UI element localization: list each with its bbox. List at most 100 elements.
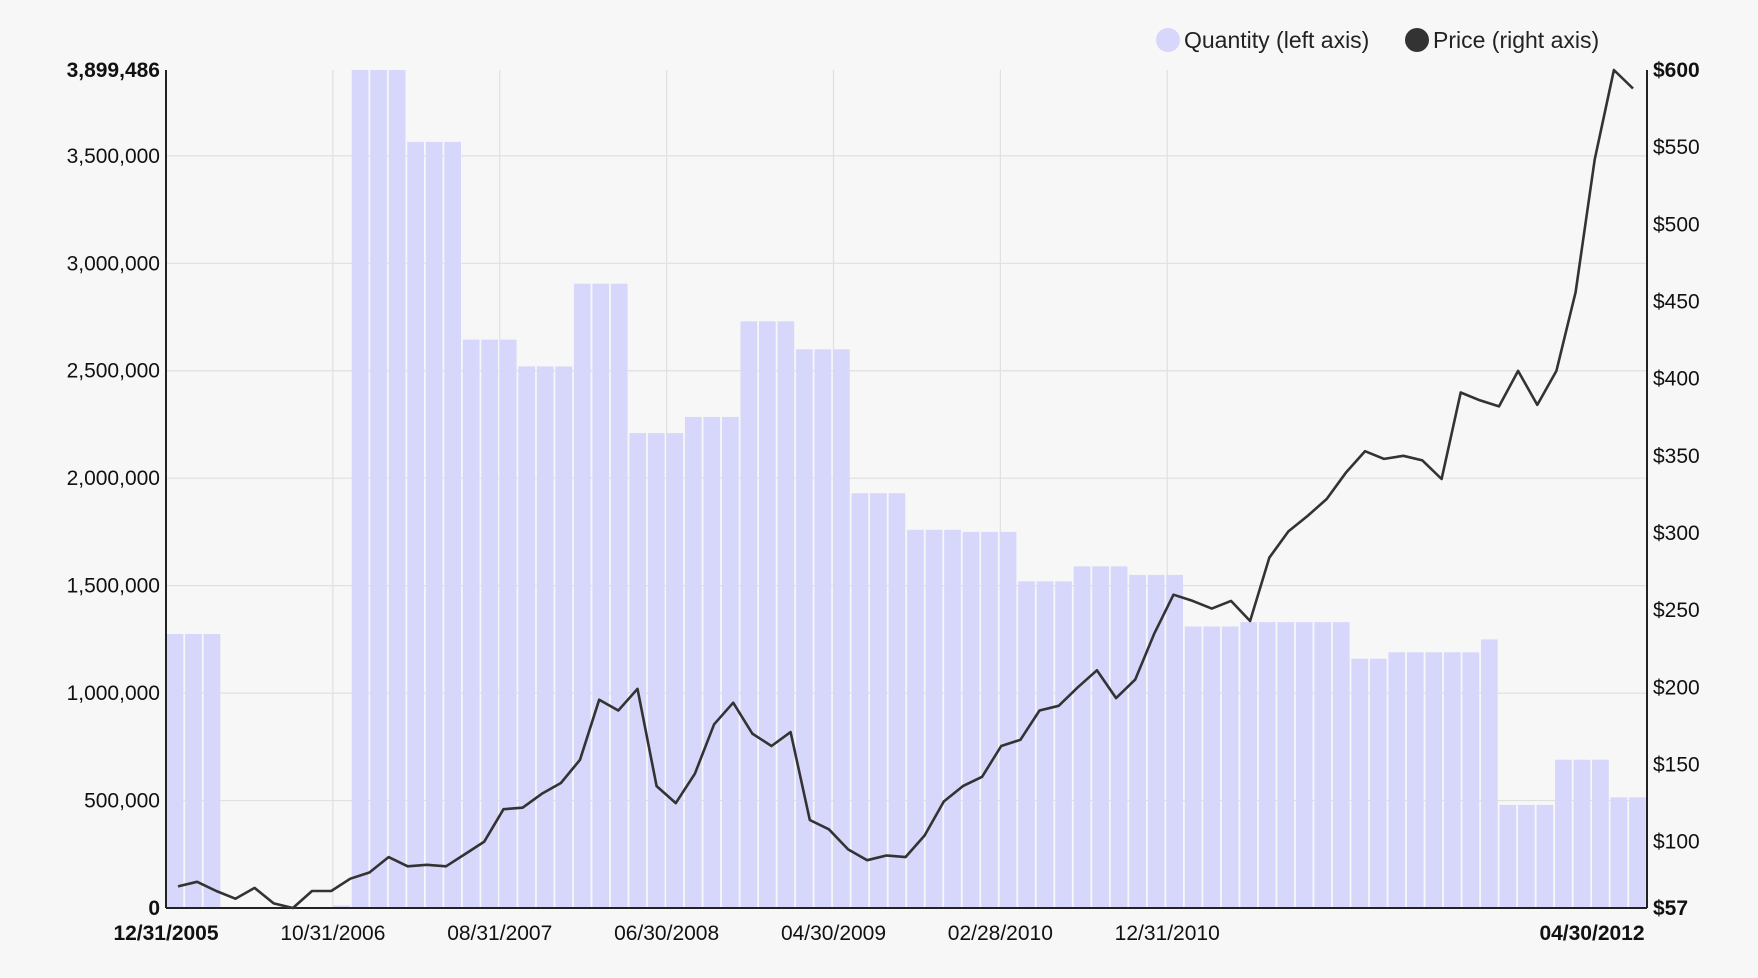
- quantity-bar: [925, 529, 943, 908]
- quantity-bar: [351, 70, 369, 908]
- quantity-bar: [1240, 622, 1258, 908]
- quantity-bar: [1573, 759, 1591, 908]
- x-tick-label: 04/30/2009: [781, 922, 886, 945]
- quantity-bar: [1018, 581, 1035, 908]
- quantity-bar: [833, 349, 850, 908]
- left-tick-label: 1,500,000: [67, 575, 160, 598]
- right-tick-label: $57: [1653, 897, 1688, 920]
- quantity-bar: [1369, 658, 1387, 908]
- x-tick-label: 04/30/2012: [1539, 922, 1644, 945]
- quantity-bar: [666, 433, 684, 908]
- left-tick-label: 500,000: [84, 790, 160, 813]
- axes: [165, 70, 1648, 909]
- quantity-bar: [647, 433, 665, 908]
- left-tick-label: 1,000,000: [67, 682, 160, 705]
- right-tick-label: $100: [1653, 831, 1700, 854]
- right-tick-label: $150: [1653, 753, 1700, 776]
- quantity-bar: [499, 339, 517, 908]
- quantity-bar: [907, 529, 924, 908]
- x-tick-label: 02/28/2010: [948, 922, 1053, 945]
- quantity-bar: [1036, 581, 1054, 908]
- quantity-bar: [407, 141, 424, 908]
- quantity-bar: [536, 366, 554, 909]
- quantity-bar: [388, 70, 406, 908]
- quantity-bar: [888, 493, 906, 908]
- right-tick-label: $250: [1653, 599, 1700, 622]
- quantity-bar: [684, 416, 702, 908]
- right-tick-label: $350: [1653, 445, 1700, 468]
- legend: Quantity (left axis) Price (right axis): [1156, 27, 1599, 53]
- quantity-bar: [1518, 804, 1535, 908]
- quantity-bar: [1332, 622, 1350, 908]
- quantity-bar: [944, 529, 961, 908]
- quantity-bar: [203, 634, 221, 908]
- quantity-bar: [592, 283, 610, 908]
- quantity-bar: [759, 321, 776, 908]
- quantity-bar: [1629, 797, 1646, 908]
- quantity-bar: [1555, 759, 1572, 908]
- quantity-bar: [462, 339, 480, 908]
- quantity-bar: [444, 141, 461, 908]
- left-tick-label: 3,500,000: [67, 145, 160, 168]
- quantity-bar: [870, 493, 887, 908]
- x-axis-ticks: 12/31/2005 10/31/2006 08/31/2007 06/30/2008…: [113, 922, 1644, 945]
- quantity-bar: [796, 349, 813, 908]
- quantity-bar: [1443, 652, 1461, 908]
- quantity-bar: [1277, 622, 1295, 908]
- quantity-bar: [740, 321, 758, 908]
- x-tick-label: 12/31/2010: [1115, 922, 1220, 945]
- quantity-bar: [555, 366, 573, 909]
- x-tick-label: 10/31/2006: [280, 922, 385, 945]
- quantity-bar: [1221, 626, 1239, 908]
- right-tick-label: $200: [1653, 676, 1700, 699]
- x-tick-label: 08/31/2007: [447, 922, 552, 945]
- quantity-bar: [1425, 652, 1443, 908]
- quantity-bar: [721, 416, 739, 908]
- left-tick-label: 3,000,000: [67, 252, 160, 275]
- quantity-bar: [814, 349, 832, 908]
- quantity-bar: [370, 70, 387, 908]
- quantity-bar: [981, 531, 998, 908]
- quantity-bar: [610, 283, 628, 908]
- quantity-bar: [1258, 622, 1276, 908]
- quantity-bar: [518, 366, 536, 909]
- quantity-bar: [1092, 566, 1109, 908]
- quantity-bar: [1536, 804, 1554, 908]
- quantity-bar: [1129, 574, 1146, 908]
- x-tick-label: 12/31/2005: [113, 922, 218, 945]
- legend-quantity-swatch: [1156, 28, 1180, 52]
- quantity-bar: [1203, 626, 1221, 908]
- legend-quantity-label: Quantity (left axis): [1184, 27, 1369, 53]
- legend-price-swatch: [1405, 28, 1429, 52]
- quantity-bar: [1110, 566, 1128, 908]
- left-axis-ticks: 0 500,000 1,000,000 1,500,000 2,000,000 2,500…: [67, 59, 160, 920]
- quantity-bar: [481, 339, 499, 908]
- quantity-bar: [1610, 797, 1628, 908]
- quantity-bar: [1406, 652, 1424, 908]
- left-tick-label: 3,899,486: [67, 59, 160, 82]
- quantity-bar: [185, 634, 202, 908]
- quantity-bar: [166, 634, 184, 908]
- left-tick-label: 0: [148, 897, 160, 920]
- right-tick-label: $500: [1653, 213, 1700, 236]
- left-tick-label: 2,500,000: [67, 360, 160, 383]
- quantity-bar: [1184, 626, 1202, 908]
- quantity-bar: [851, 493, 869, 908]
- quantity-bar: [425, 141, 443, 908]
- quantity-bar: [777, 321, 795, 908]
- quantity-bar: [1073, 566, 1091, 908]
- right-tick-label: $300: [1653, 522, 1700, 545]
- left-tick-label: 2,000,000: [67, 467, 160, 490]
- quantity-bar: [333, 905, 350, 908]
- right-tick-label: $450: [1653, 290, 1700, 313]
- quantity-bar: [1166, 574, 1183, 908]
- quantity-bar: [1499, 804, 1517, 908]
- right-tick-label: $400: [1653, 368, 1700, 391]
- quantity-bar: [1295, 622, 1313, 908]
- quantity-bar: [1314, 622, 1332, 908]
- x-tick-label: 06/30/2008: [614, 922, 719, 945]
- right-axis-ticks: $57 $100 $150 $200 $250 $300 $350 $400 $450 $500 $…: [1653, 59, 1700, 920]
- quantity-bar: [1055, 581, 1072, 908]
- quantity-bar: [573, 283, 591, 908]
